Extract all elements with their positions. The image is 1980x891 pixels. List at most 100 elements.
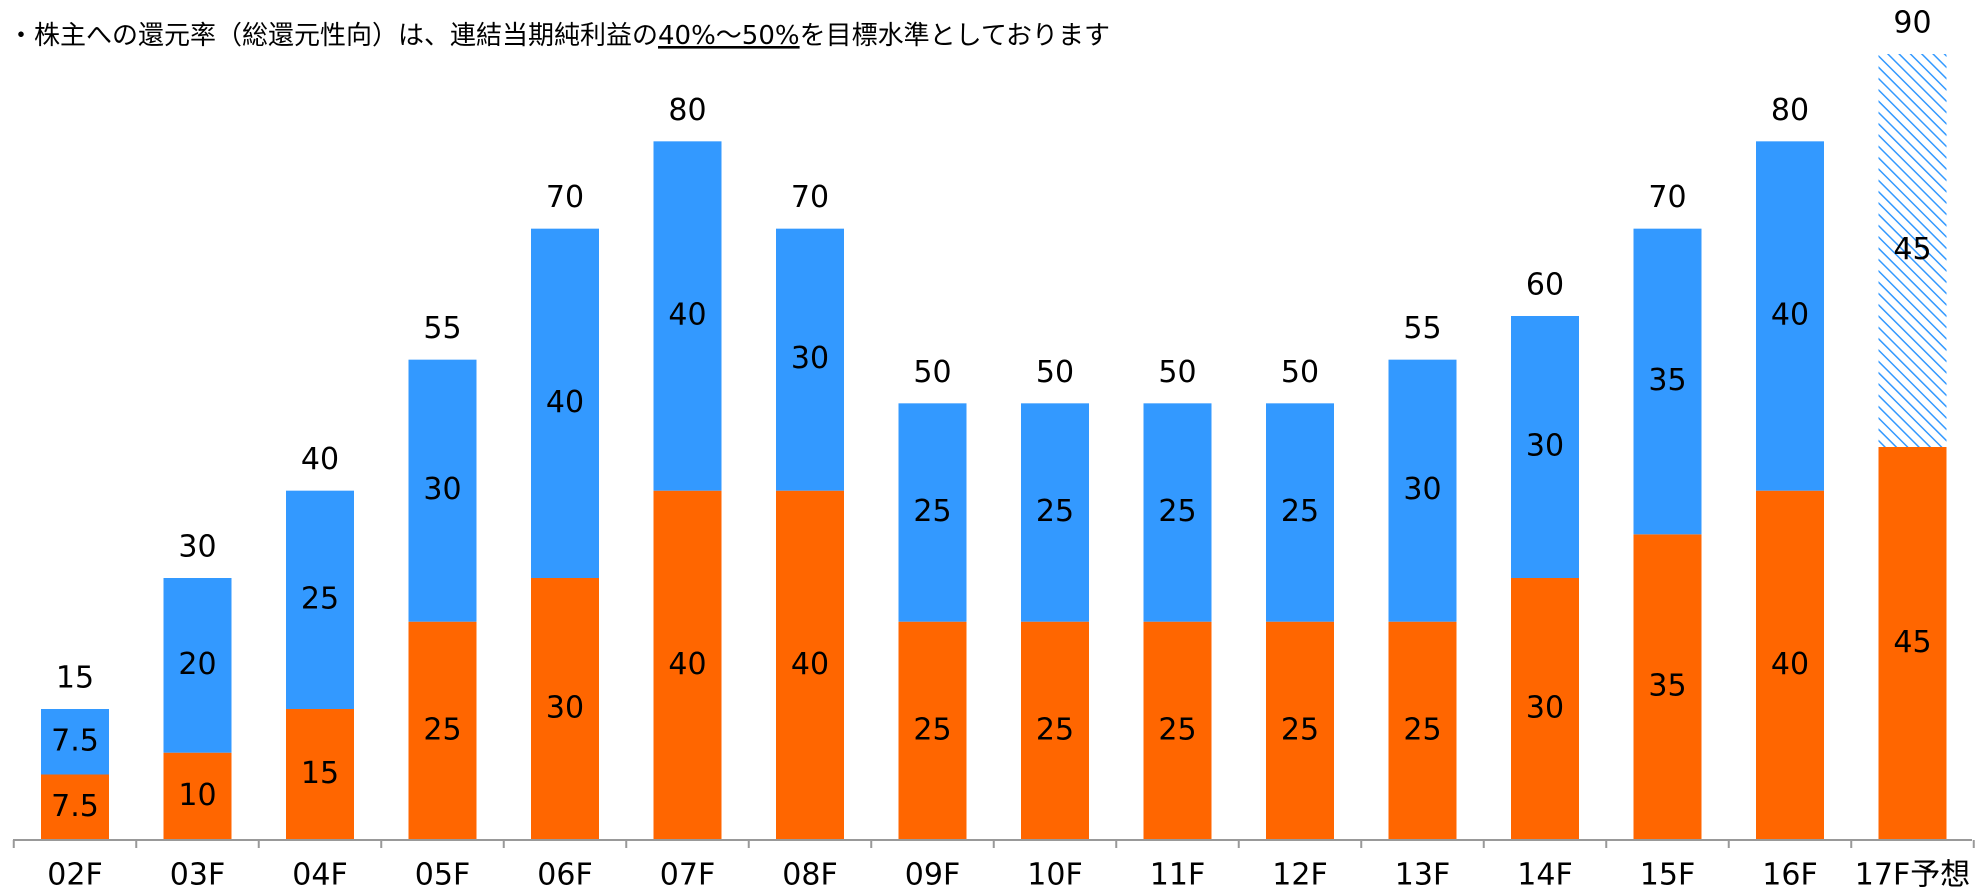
data-label: 7.5: [51, 789, 99, 824]
data-label: 15: [301, 756, 339, 791]
bar-segment: [776, 490, 844, 840]
total-label: 80: [668, 93, 706, 128]
data-label: 25: [1281, 712, 1319, 747]
data-label: 25: [913, 494, 951, 529]
bar-segment: [1266, 403, 1334, 622]
bar-segment: [1633, 228, 1702, 535]
data-label: 25: [913, 712, 951, 747]
data-label: 25: [1158, 494, 1196, 529]
data-label: 40: [668, 298, 706, 333]
data-label: 35: [1648, 669, 1686, 704]
bar-segment: [1143, 403, 1212, 622]
x-tick-label: 12F: [1272, 858, 1327, 891]
bar-segment: [1878, 447, 1947, 840]
x-tick-label: 15F: [1640, 858, 1695, 891]
bar-segment: [1388, 359, 1457, 622]
data-label: 10: [178, 778, 216, 813]
data-label: 30: [1526, 429, 1564, 464]
x-tick-label: 16F: [1762, 858, 1817, 891]
bar-segment: [1511, 578, 1579, 840]
title-emphasis: 40%～50%: [658, 21, 800, 51]
bar-segment: [1756, 141, 1824, 491]
data-label: 25: [301, 581, 339, 616]
x-tick-label: 05F: [415, 858, 470, 891]
data-label: 7.5: [51, 723, 99, 758]
bar-segment: [531, 228, 599, 578]
total-label: 40: [301, 442, 339, 477]
data-label: 25: [1403, 712, 1441, 747]
x-tick-label: 09F: [905, 858, 960, 891]
data-label: 20: [178, 647, 216, 682]
total-label: 15: [56, 661, 94, 696]
bar-segment: [286, 709, 354, 840]
total-label: 55: [1403, 311, 1441, 346]
title-prefix: ・株主への還元率（総還元性向）は、連結当期純利益の: [8, 21, 658, 51]
data-label: 25: [1158, 712, 1196, 747]
total-label: 70: [1648, 180, 1686, 215]
bar-segment: [1143, 621, 1212, 840]
data-label: 45: [1893, 625, 1931, 660]
bar-segment: [1021, 403, 1089, 622]
data-label: 45: [1893, 232, 1931, 267]
data-label: 30: [1526, 691, 1564, 726]
x-tick-label: 10F: [1027, 858, 1082, 891]
data-label: 30: [1403, 472, 1441, 507]
data-label: 25: [1281, 494, 1319, 529]
bar-segment: [163, 752, 232, 840]
bar-segment: [776, 228, 844, 491]
chart-title: ・株主への還元率（総還元性向）は、連結当期純利益の40%～50%を目標水準として…: [8, 21, 1110, 51]
bar-segment: [286, 490, 354, 709]
bar-segment: [1266, 621, 1334, 840]
data-label: 35: [1648, 363, 1686, 398]
bar-segment: [1388, 621, 1457, 840]
total-label: 70: [791, 180, 829, 215]
bar-segment: [41, 709, 109, 775]
bar-segment: [898, 621, 967, 840]
data-label: 25: [1036, 712, 1074, 747]
data-label: 40: [546, 385, 584, 420]
x-tick-label: 14F: [1517, 858, 1572, 891]
title-suffix: を目標水準としております: [800, 21, 1110, 51]
bar-segment: [653, 141, 722, 491]
data-label: 25: [423, 712, 461, 747]
data-label: 40: [791, 647, 829, 682]
x-tick-label: 02F: [47, 858, 102, 891]
bar-segment: [1756, 490, 1824, 840]
x-tick-label: 11F: [1150, 858, 1205, 891]
bar-segment: [408, 359, 477, 622]
x-tick-label: 17F予想: [1855, 858, 1970, 891]
data-label: 25: [1036, 494, 1074, 529]
total-label: 90: [1893, 6, 1931, 41]
total-label: 70: [546, 180, 584, 215]
total-label: 50: [1281, 355, 1319, 390]
total-label: 50: [1036, 355, 1074, 390]
x-tick-label: 06F: [537, 858, 592, 891]
bar-segment: [653, 490, 722, 840]
bar-segment: [1021, 621, 1089, 840]
data-label: 40: [668, 647, 706, 682]
bar-segment: [898, 403, 967, 622]
bar-segment: [1878, 54, 1947, 447]
x-tick-label: 08F: [782, 858, 837, 891]
bar-segment: [41, 774, 109, 840]
total-label: 30: [178, 530, 216, 565]
bar-segment: [1633, 534, 1702, 840]
total-label: 50: [913, 355, 951, 390]
data-label: 30: [791, 341, 829, 376]
data-label: 40: [1771, 298, 1809, 333]
total-label: 80: [1771, 93, 1809, 128]
x-tick-label: 04F: [292, 858, 347, 891]
bar-segment: [1511, 316, 1579, 578]
x-tick-label: 03F: [170, 858, 225, 891]
data-label: 30: [423, 472, 461, 507]
x-tick-label: 13F: [1395, 858, 1450, 891]
total-label: 60: [1526, 268, 1564, 303]
bar-segment: [163, 578, 232, 753]
total-label: 55: [423, 311, 461, 346]
bar-segment: [408, 621, 477, 840]
total-label: 50: [1158, 355, 1196, 390]
data-label: 40: [1771, 647, 1809, 682]
x-tick-label: 07F: [660, 858, 715, 891]
